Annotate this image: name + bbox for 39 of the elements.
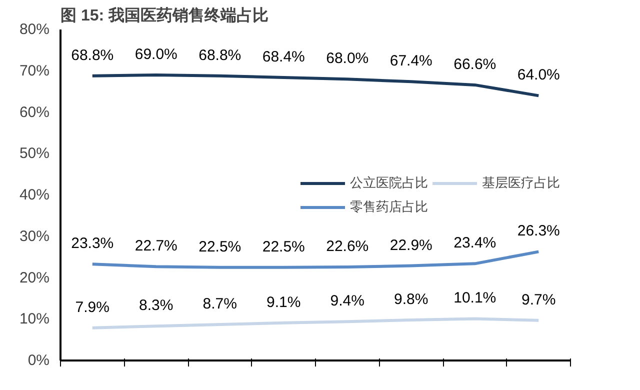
data-label: 26.3% (517, 222, 560, 240)
data-label: 22.7% (134, 238, 178, 255)
y-tick-label: 40% (19, 186, 50, 204)
y-tick-label: 50% (19, 145, 50, 162)
data-label: 7.9% (75, 298, 110, 316)
data-label: 8.7% (202, 296, 237, 313)
legend-label: 零售药店占比 (350, 198, 428, 216)
data-label: 23.4% (454, 234, 496, 252)
data-label: 69.0% (134, 46, 178, 64)
data-label: 9.1% (266, 294, 301, 311)
data-label: 22.9% (390, 236, 432, 254)
data-label: 8.3% (139, 297, 174, 314)
y-tick-label: 0% (28, 352, 50, 369)
data-label: 22.5% (262, 238, 305, 256)
y-tick-label: 30% (19, 228, 50, 245)
y-tick-label: 20% (19, 269, 50, 286)
y-tick-label: 70% (19, 62, 50, 80)
data-label: 64.0% (517, 66, 560, 84)
data-label: 10.1% (454, 290, 496, 307)
data-label: 9.7% (522, 291, 556, 308)
data-label: 9.4% (330, 292, 364, 310)
y-tick-label: 80% (19, 21, 50, 38)
y-tick-label: 60% (19, 104, 50, 121)
data-label: 68.8% (71, 46, 114, 64)
data-label: 68.8% (198, 46, 242, 64)
chart-title: 图 15: 我国医药销售终端占比 (60, 6, 269, 24)
data-label: 9.8% (394, 290, 428, 308)
data-label: 23.3% (71, 235, 114, 252)
line-series (90, 250, 540, 269)
legend-label: 公立医院占比 (350, 174, 428, 192)
data-label: 67.4% (390, 52, 432, 70)
data-label: 66.6% (454, 56, 496, 73)
legend-label: 基层医疗占比 (482, 174, 560, 192)
data-label: 22.6% (326, 238, 369, 255)
data-label: 68.0% (326, 50, 369, 68)
data-label: 68.4% (262, 48, 305, 66)
line-series (90, 317, 540, 330)
data-label: 22.5% (198, 238, 242, 256)
y-tick-label: 10% (19, 310, 50, 328)
